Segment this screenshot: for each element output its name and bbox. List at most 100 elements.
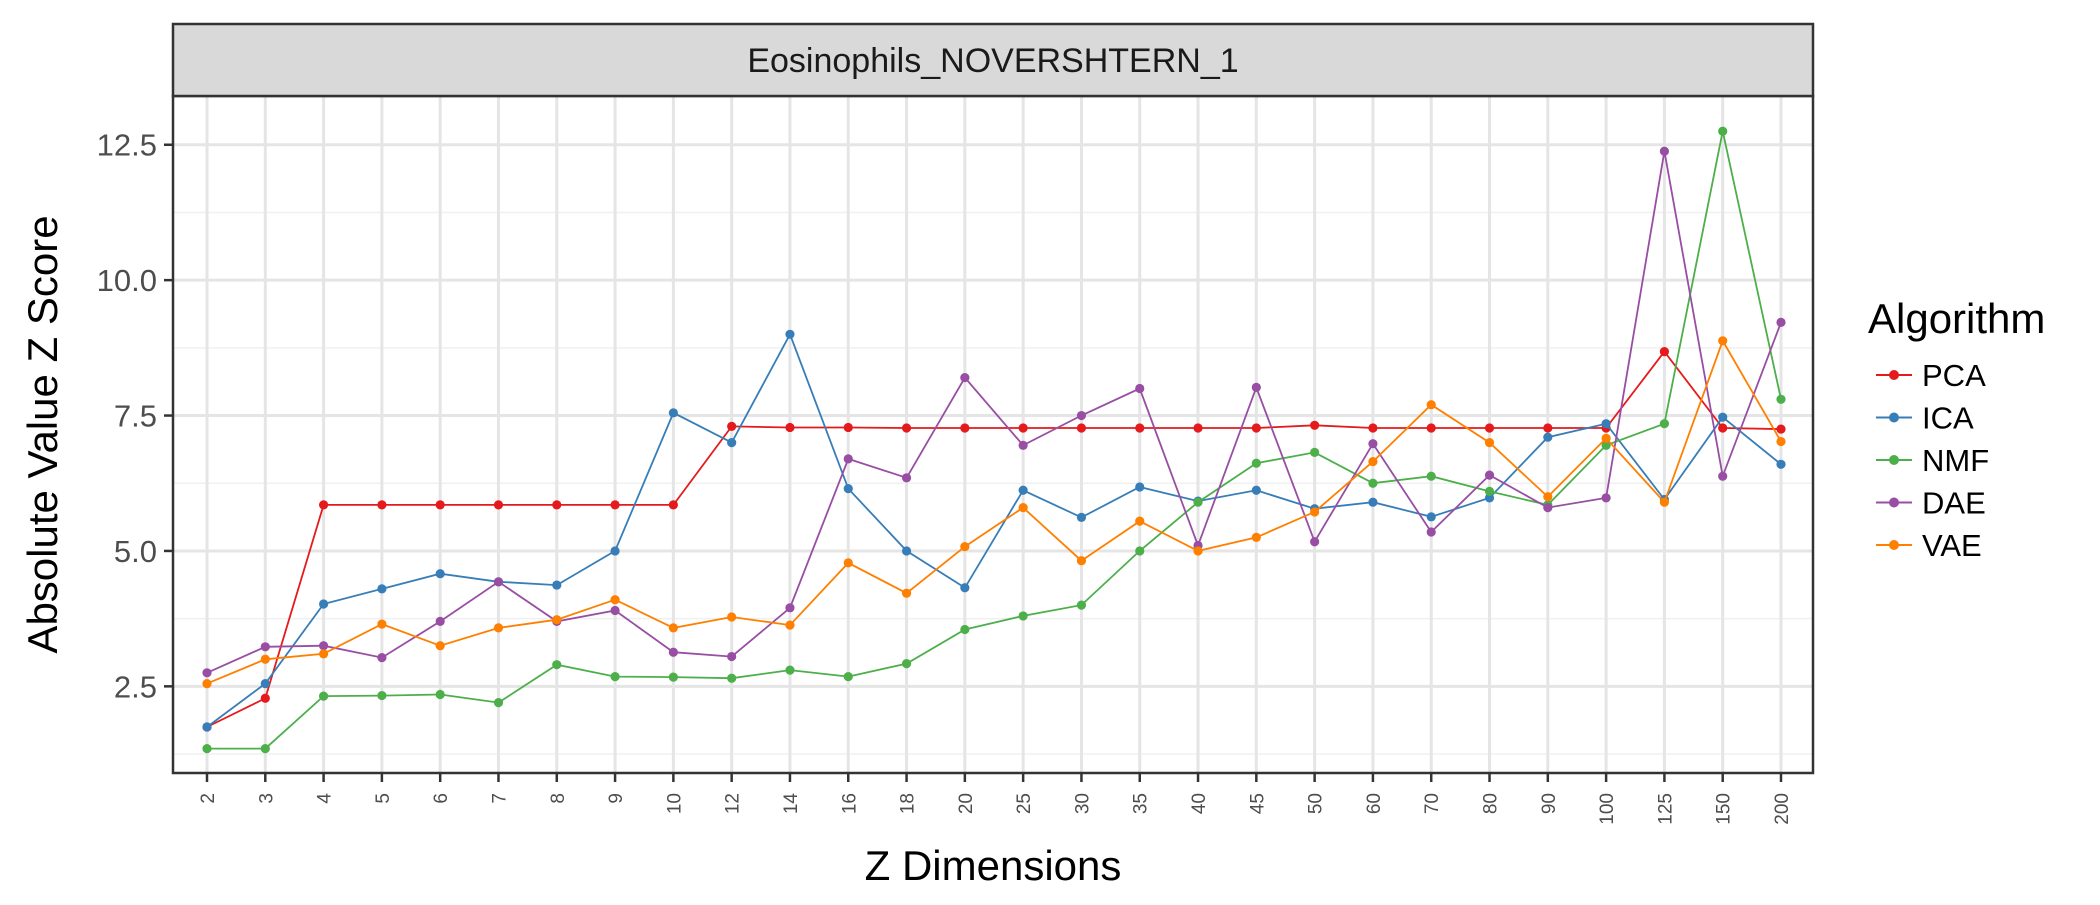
legend-key-point	[1889, 540, 1899, 550]
data-point-vae	[727, 612, 737, 622]
data-point-nmf	[960, 624, 970, 635]
data-point-nmf	[1368, 478, 1378, 488]
x-tick-label: 60	[1364, 793, 1385, 814]
x-tick-label: 9	[606, 793, 627, 804]
data-point-ica	[435, 569, 445, 579]
data-point-nmf	[1718, 126, 1728, 136]
legend-key-point	[1889, 497, 1899, 508]
x-tick-label: 35	[1131, 793, 1152, 814]
series-pca	[202, 347, 1786, 732]
data-point-nmf	[1484, 486, 1495, 496]
x-tick-label: 30	[1072, 793, 1093, 814]
x-tick-label: 2	[198, 793, 219, 804]
data-point-nmf	[493, 697, 504, 708]
data-point-dae	[668, 647, 678, 657]
x-tick-label: 150	[1714, 793, 1735, 825]
legend-item-dae: DAE	[1876, 486, 1986, 521]
data-point-pca	[785, 422, 795, 433]
x-tick-label: 125	[1655, 793, 1676, 825]
data-point-pca	[901, 423, 912, 433]
data-point-pca	[1135, 423, 1145, 433]
data-point-nmf	[1076, 600, 1087, 610]
data-point-nmf	[1776, 394, 1786, 404]
y-tick-label: 5.0	[114, 534, 157, 569]
data-point-dae	[318, 641, 329, 651]
data-point-nmf	[610, 671, 620, 682]
series-dae	[202, 146, 1786, 678]
data-point-vae	[1368, 456, 1378, 467]
x-tick-label: 6	[431, 793, 452, 804]
x-tick-label: 5	[373, 793, 394, 804]
data-point-dae	[1776, 317, 1786, 327]
legend-label: VAE	[1922, 528, 1982, 563]
data-point-pca	[260, 693, 270, 703]
data-point-vae	[610, 595, 620, 605]
data-point-ica	[843, 484, 853, 494]
y-tick-label: 2.5	[114, 669, 157, 704]
data-point-dae	[1484, 470, 1495, 480]
y-axis: 2.5 5.0 7.5 10.0 12.5	[97, 128, 173, 704]
data-point-ica	[552, 580, 562, 590]
data-point-dae	[1076, 410, 1087, 421]
y-tick-label: 10.0	[97, 263, 157, 298]
x-tick-label: 16	[839, 793, 860, 814]
x-tick-label: 10	[664, 793, 685, 814]
data-point-ica	[1484, 493, 1495, 503]
series-line-nmf	[207, 131, 1782, 750]
data-point-ica	[1776, 459, 1786, 469]
x-tick-label: 45	[1247, 793, 1268, 814]
data-point-pca	[668, 500, 678, 510]
facet-strip	[171, 22, 1815, 98]
data-point-pca	[1543, 423, 1553, 433]
data-point-vae	[1484, 438, 1495, 448]
data-point-pca	[1310, 420, 1320, 430]
x-axis-title: Z Dimensions	[865, 842, 1122, 889]
data-point-pca	[318, 500, 329, 510]
data-point-vae	[1310, 507, 1320, 517]
legend-item-nmf: NMF	[1876, 443, 1989, 478]
data-point-dae	[901, 473, 912, 483]
data-point-pca	[377, 500, 387, 510]
data-point-ica	[318, 599, 329, 609]
data-point-pca	[493, 500, 504, 510]
data-point-pca	[1426, 423, 1436, 433]
data-point-vae	[1135, 516, 1145, 526]
data-point-vae	[1426, 400, 1436, 410]
data-point-pca	[1193, 423, 1203, 433]
series-line-vae	[206, 338, 1782, 685]
x-tick-label: 7	[489, 793, 510, 804]
series-line-pca	[206, 350, 1782, 728]
data-point-ica	[1543, 432, 1553, 442]
x-tick-label: 14	[781, 793, 802, 815]
data-point-nmf	[1426, 471, 1436, 481]
x-tick-label: 70	[1422, 793, 1443, 814]
data-point-vae	[1659, 497, 1670, 507]
series-vae	[202, 336, 1786, 689]
legend-item-pca: PCA	[1876, 358, 1986, 393]
x-tick-label: 3	[256, 793, 277, 804]
legend-item-ica: ICA	[1876, 401, 1974, 436]
x-tick-label: 8	[548, 793, 569, 804]
data-point-pca	[1659, 347, 1670, 357]
data-point-dae	[727, 651, 737, 662]
data-point-pca	[843, 422, 853, 433]
data-point-dae	[1018, 440, 1028, 450]
data-point-ica	[901, 546, 912, 556]
data-point-ica	[1018, 485, 1028, 495]
data-point-pca	[1076, 423, 1087, 433]
data-point-nmf	[1659, 419, 1670, 429]
data-point-vae	[1193, 546, 1203, 556]
data-point-dae	[960, 373, 970, 383]
data-point-nmf	[435, 689, 445, 700]
data-point-nmf	[202, 744, 212, 754]
data-point-pca	[1251, 423, 1261, 433]
x-axis: 2 3 4 5 6 7 8 9 10 12 14 16 18 20 25 30 35 40 45 50 60 70 80 90…	[198, 773, 1793, 825]
data-point-nmf	[785, 665, 795, 675]
data-point-dae	[1135, 383, 1145, 394]
data-point-vae	[435, 641, 445, 651]
data-point-pca	[960, 423, 970, 433]
data-point-dae	[435, 616, 445, 626]
legend-label: ICA	[1922, 401, 1974, 436]
